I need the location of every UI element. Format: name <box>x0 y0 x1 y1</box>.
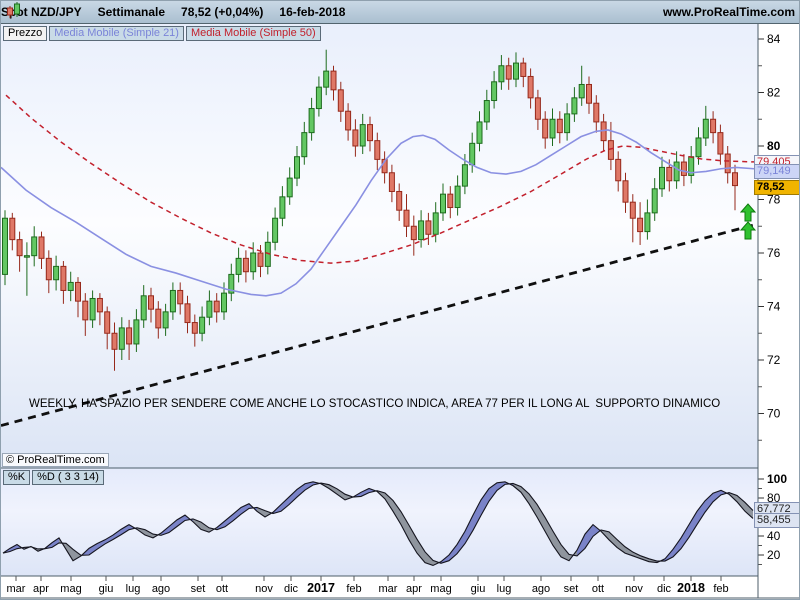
svg-text:set: set <box>564 583 579 595</box>
svg-text:mag: mag <box>60 583 81 595</box>
svg-text:2018: 2018 <box>677 581 705 595</box>
svg-text:mag: mag <box>430 583 451 595</box>
last-date: 16-feb-2018 <box>279 5 346 19</box>
svg-text:apr: apr <box>406 583 422 595</box>
candlestick-logo-icon <box>7 2 20 18</box>
svg-text:72: 72 <box>767 353 781 367</box>
stochastic-legend: %K %D ( 3 3 14) <box>3 470 104 485</box>
svg-text:giu: giu <box>99 583 114 595</box>
tab-prezzo[interactable]: Prezzo <box>3 26 48 41</box>
svg-text:apr: apr <box>33 583 49 595</box>
svg-text:ago: ago <box>152 583 170 595</box>
last-price-change: 78,52 (+0,04%) <box>181 5 264 19</box>
ma21-price-label: 79,149 <box>754 164 799 179</box>
tab-media-mobile-50[interactable]: Media Mobile (Simple 50) <box>185 26 321 41</box>
svg-text:ott: ott <box>216 583 228 595</box>
svg-text:mar: mar <box>7 583 26 595</box>
svg-text:mar: mar <box>379 583 398 595</box>
svg-text:84: 84 <box>767 32 781 46</box>
svg-text:80: 80 <box>767 139 781 153</box>
svg-text:lug: lug <box>126 583 141 595</box>
svg-text:76: 76 <box>767 246 781 260</box>
svg-text:feb: feb <box>346 583 361 595</box>
timeframe-label: Settimanale <box>97 5 166 19</box>
svg-text:70: 70 <box>767 407 781 421</box>
svg-text:2017: 2017 <box>307 581 335 595</box>
copyright-label: © ProRealTime.com <box>2 453 109 467</box>
svg-text:100: 100 <box>767 472 787 486</box>
tab-stochastic-d[interactable]: %D ( 3 3 14) <box>32 470 104 485</box>
indicator-legend: Prezzo Media Mobile (Simple 21) Media Mo… <box>3 26 321 41</box>
svg-text:lug: lug <box>497 583 512 595</box>
chart-annotation-text[interactable]: WEEKLY, HA SPAZIO PER SENDERE COME ANCHE… <box>29 398 721 410</box>
tab-stochastic-k[interactable]: %K <box>3 470 31 485</box>
svg-text:dic: dic <box>657 583 672 595</box>
svg-text:82: 82 <box>767 86 781 100</box>
svg-text:20: 20 <box>767 548 781 562</box>
svg-text:feb: feb <box>713 583 728 595</box>
titlebar: Spot NZD/JPY Settimanale 78,52 (+0,04%) … <box>1 1 799 24</box>
svg-text:nov: nov <box>255 583 273 595</box>
svg-text:ott: ott <box>592 583 604 595</box>
svg-text:ago: ago <box>532 583 550 595</box>
svg-text:80: 80 <box>767 491 781 505</box>
svg-text:giu: giu <box>471 583 486 595</box>
svg-text:nov: nov <box>625 583 643 595</box>
svg-text:dic: dic <box>284 583 299 595</box>
svg-text:78: 78 <box>767 193 781 207</box>
svg-text:set: set <box>191 583 206 595</box>
svg-text:74: 74 <box>767 300 781 314</box>
last-price-label: 78,52 <box>754 180 799 195</box>
svg-text:40: 40 <box>767 529 781 543</box>
instrument-name: Spot NZD/JPY <box>1 5 82 19</box>
site-url[interactable]: www.ProRealTime.com <box>662 5 795 19</box>
tab-media-mobile-21[interactable]: Media Mobile (Simple 21) <box>49 26 184 41</box>
stochastic-k-value-label: 58,455 <box>754 513 799 528</box>
